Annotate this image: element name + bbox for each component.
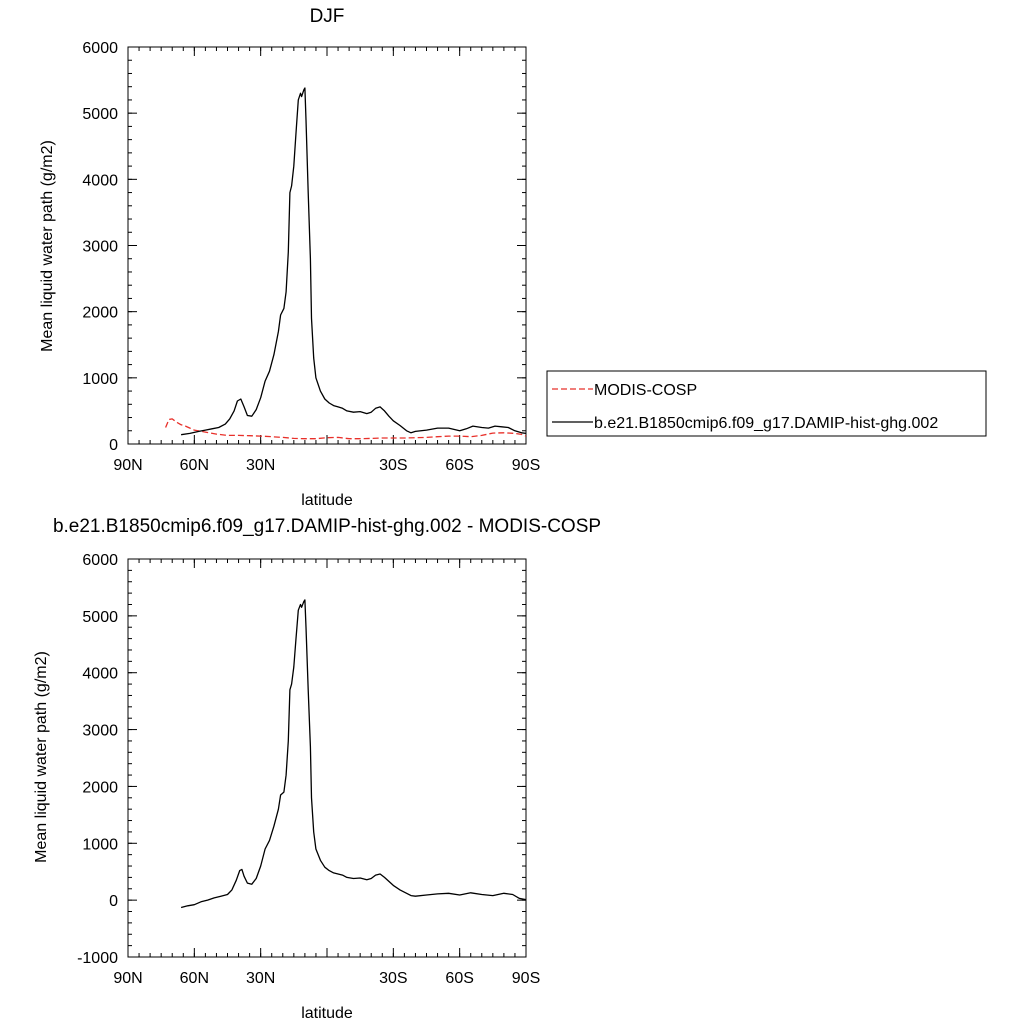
x-tick-label: 90S — [512, 970, 540, 987]
x-tick-label: 30N — [246, 970, 275, 987]
y-tick-label: 6000 — [82, 552, 118, 569]
x-tick-label: 60S — [445, 457, 473, 474]
series-line-modis-cosp-chart0 — [164, 418, 527, 440]
difference-chart-panel: b.e21.B1850cmip6.f09_g17.DAMIP-hist-ghg.… — [33, 516, 601, 1022]
x-tick-label: 90S — [512, 457, 540, 474]
x-tick-label: 60S — [445, 970, 473, 987]
legend-label-model: b.e21.B1850cmip6.f09_g17.DAMIP-hist-ghg.… — [594, 415, 938, 432]
y-axis-label-bottom: Mean liquid water path (g/m2) — [33, 651, 50, 863]
plot-frame — [127, 46, 527, 445]
y-tick-label: 0 — [109, 893, 118, 910]
y-tick-label: 3000 — [82, 239, 118, 256]
y-tick-label: -1000 — [77, 950, 118, 967]
x-tick-label: 30S — [379, 970, 407, 987]
chart-title-difference: b.e21.B1850cmip6.f09_g17.DAMIP-hist-ghg.… — [53, 516, 601, 537]
plot-frame — [127, 558, 527, 958]
x-tick-label: 90N — [113, 457, 142, 474]
y-tick-label: 2000 — [82, 305, 118, 322]
y-tick-label: 5000 — [82, 609, 118, 626]
y-tick-label: 6000 — [82, 40, 118, 57]
y-tick-label: 4000 — [82, 172, 118, 189]
legend-label-modis: MODIS-COSP — [594, 382, 697, 399]
plot-area-djf: 90N 60N 30N 30S 60S 90S 0 1000 2000 3000 4000 5000 6… — [82, 40, 540, 474]
y-tick-label: 2000 — [82, 779, 118, 796]
series-line-model-chart1 — [180, 599, 527, 909]
series-line-model-chart0 — [181, 87, 527, 436]
plot-area-difference: 90N 60N 30N 30S 60S 90S -1000 0 1000 2000 3000 4000… — [77, 552, 540, 987]
y-tick-label: 5000 — [82, 106, 118, 123]
y-tick-label: 1000 — [82, 836, 118, 853]
x-tick-label: 60N — [180, 457, 209, 474]
x-tick-label: 90N — [113, 970, 142, 987]
x-axis-label-bottom: latitude — [301, 1005, 353, 1022]
legend-box — [546, 370, 987, 437]
x-axis-label-top: latitude — [301, 492, 353, 509]
y-tick-label: 1000 — [82, 371, 118, 388]
y-tick-label: 3000 — [82, 723, 118, 740]
legend: MODIS-COSP b.e21.B1850cmip6.f09_g17.DAMI… — [546, 370, 987, 437]
x-tick-label: 30S — [379, 457, 407, 474]
y-tick-label: 4000 — [82, 666, 118, 683]
x-tick-label: 60N — [180, 970, 209, 987]
djf-chart-panel: DJF 90N 60N 30N 30S 60S 90S 0 1000 2000 3000 4000 5… — [39, 6, 540, 509]
x-tick-label: 30N — [246, 457, 275, 474]
chart-title-djf: DJF — [310, 6, 345, 27]
y-tick-label: 0 — [109, 437, 118, 454]
y-axis-label-top: Mean liquid water path (g/m2) — [39, 140, 56, 352]
